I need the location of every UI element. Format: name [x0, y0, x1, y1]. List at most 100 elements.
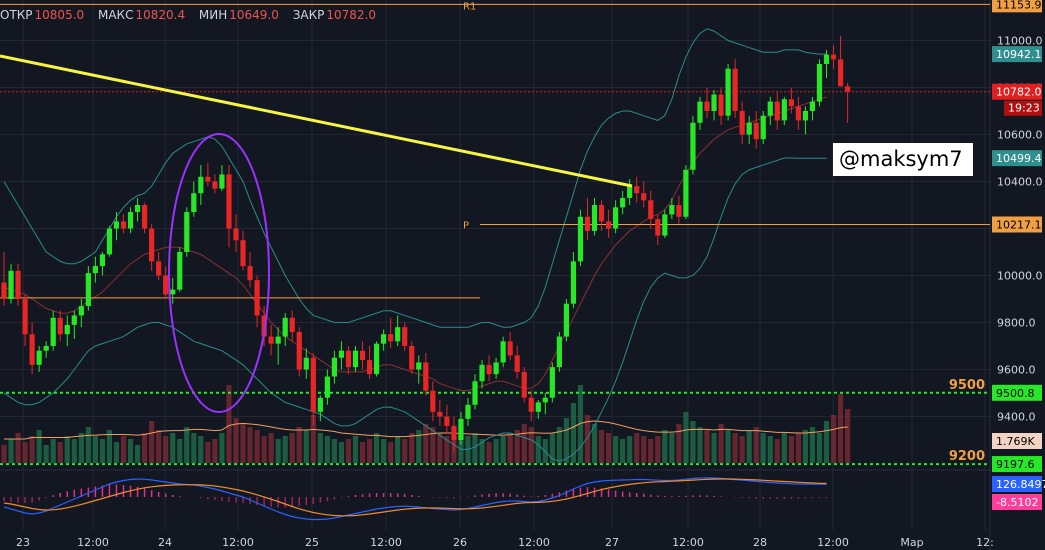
- author-watermark: @maksym7: [833, 143, 973, 176]
- x-tick-label: 12:00: [77, 536, 109, 549]
- candle-body: [36, 350, 42, 365]
- candle-body: [479, 364, 485, 382]
- low-value: 10649.0: [229, 8, 279, 22]
- volume-bar: [331, 439, 338, 463]
- volume-bar: [395, 436, 401, 463]
- volume-bar: [388, 442, 394, 463]
- candle-body: [247, 266, 253, 281]
- x-tick-label: 23: [16, 536, 30, 549]
- volume-bar: [556, 427, 562, 463]
- volume-bar: [198, 436, 204, 463]
- bollinger-upper-line: [3, 28, 827, 328]
- volume-bar: [423, 424, 429, 463]
- volume-bar: [774, 439, 780, 463]
- candle-body: [535, 402, 541, 412]
- volume-bar: [261, 436, 267, 463]
- volume-bar: [29, 436, 35, 463]
- y-tick-label: 9800.0: [997, 317, 1036, 330]
- candle-body: [254, 280, 260, 316]
- volume-bar: [605, 433, 612, 463]
- y-tick-label: 10400.0: [997, 176, 1043, 189]
- x-tick-label: 24: [158, 536, 172, 549]
- x-tick-label: 27: [605, 536, 619, 549]
- candle-body: [430, 390, 436, 412]
- candle-body: [662, 214, 668, 236]
- volume-bar: [156, 430, 162, 463]
- candle-body: [486, 364, 492, 375]
- volume-bar: [8, 439, 14, 463]
- volume-bar: [352, 436, 359, 463]
- candle-body: [809, 101, 816, 111]
- volume-bar: [170, 433, 176, 463]
- candle-body: [359, 350, 366, 361]
- candle-body: [704, 101, 710, 111]
- y-tick-label: 9400.0: [997, 411, 1036, 424]
- volume-bar: [676, 424, 682, 463]
- last-price-tag-bg: [992, 83, 1042, 100]
- volume-bar: [627, 436, 633, 463]
- volume-bar: [802, 430, 809, 463]
- volume-bar: [163, 436, 169, 463]
- volume-bar: [184, 427, 190, 463]
- volume-bar: [134, 445, 141, 463]
- volume-bar: [1, 445, 7, 463]
- candle-body: [563, 303, 569, 337]
- candle-body: [697, 101, 703, 123]
- volume-bar: [837, 394, 844, 463]
- countdown-bg: [1004, 100, 1042, 116]
- candle-body: [99, 254, 106, 267]
- volume-bar: [521, 424, 527, 463]
- volume-bar: [486, 442, 492, 463]
- candle-body: [303, 357, 309, 370]
- volume-bar: [563, 418, 569, 463]
- candle-body: [29, 334, 35, 365]
- candle-body: [774, 101, 780, 121]
- volume-bar: [99, 439, 106, 463]
- volume-bar: [613, 436, 619, 463]
- volume-bar: [402, 439, 408, 463]
- volume-bar: [296, 427, 302, 463]
- candle-body: [8, 270, 14, 299]
- candle-body: [613, 207, 619, 229]
- volume-tag-text: 1.769K: [996, 435, 1035, 448]
- volume-bar: [226, 385, 232, 463]
- candle-body: [134, 205, 141, 213]
- y-tick-label: 11000.0: [997, 35, 1043, 48]
- candle-body: [788, 99, 794, 107]
- volume-bar: [191, 433, 197, 463]
- candle-body: [92, 266, 98, 274]
- signal-tag-text: -8.5102: [996, 496, 1038, 509]
- drawings-layer: [0, 54, 633, 413]
- candle-body: [669, 205, 675, 215]
- candle-body: [472, 381, 478, 405]
- volume-bar: [795, 433, 801, 463]
- volume-bar: [409, 433, 415, 463]
- candle-body: [528, 397, 534, 412]
- candle-body: [620, 197, 626, 208]
- volume-bar: [437, 433, 443, 463]
- highlight-ellipse: [168, 133, 270, 413]
- candle-body: [549, 367, 555, 398]
- candle-body: [50, 317, 56, 346]
- candle-body: [591, 205, 598, 231]
- volume-bar: [36, 430, 42, 463]
- volume-bar: [303, 430, 309, 463]
- candle-body: [282, 317, 288, 337]
- volume-bar: [816, 433, 823, 463]
- volume-bar: [669, 433, 675, 463]
- volume-bar: [444, 436, 450, 463]
- volume-bar: [528, 427, 534, 463]
- candle-body: [338, 350, 345, 358]
- volume-bar: [85, 427, 91, 463]
- volume-bar: [549, 433, 555, 463]
- volume-bar: [373, 433, 380, 463]
- candle-body: [296, 331, 302, 370]
- volume-bar: [781, 433, 787, 463]
- r1-label: R1: [463, 1, 476, 12]
- candle-body: [823, 54, 830, 64]
- volume-bar: [767, 436, 773, 463]
- candle-body: [577, 216, 584, 262]
- candle-body: [261, 315, 267, 337]
- high-label: МАКС: [97, 8, 134, 22]
